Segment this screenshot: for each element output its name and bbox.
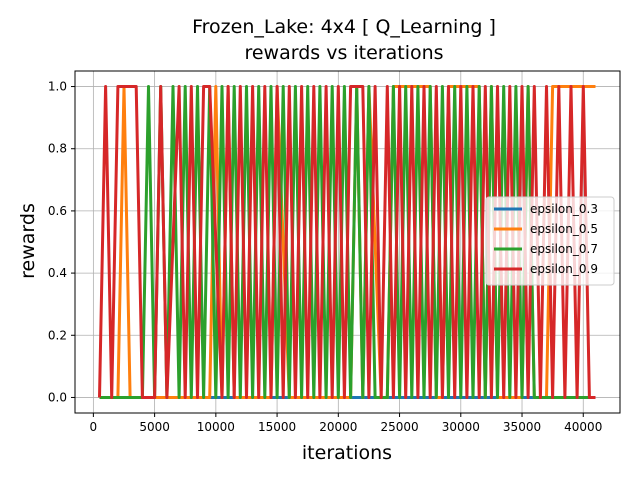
x-tick-label: 10000 [197,420,235,434]
series-lines [98,85,596,399]
x-tick-label: 0 [90,420,98,434]
y-tick-label: 0.4 [48,266,67,280]
legend-box [485,196,615,286]
chart-title-line1: Frozen_Lake: 4x4 [ Q_Learning ] [192,16,496,38]
chart-title-line2: rewards vs iterations [244,42,443,64]
y-tick-label: 0.6 [48,204,67,218]
x-tick-label: 15000 [258,420,296,434]
axis-ticks: 0 5000 10000 15000 20000 25000 30000 35000 40000… [48,80,602,434]
y-tick-label: 0.2 [48,328,67,342]
x-tick-label: 35000 [503,420,541,434]
y-tick-label: 0.0 [48,390,67,404]
plot-frame [74,70,621,414]
legend-epsilon-0-9-label: epsilon_0.9 [530,262,598,276]
legend: epsilon_0.3 epsilon_0.5 epsilon_0.7epsilon… [485,196,615,286]
legend-epsilon-0-7-label: epsilon_0.7 [530,242,598,256]
series-epsilon-0-9-line [98,85,596,399]
x-axis-label: iterations [302,442,392,464]
x-tick-label: 20000 [319,420,357,434]
x-tick-label: 5000 [139,420,170,434]
legend-epsilon-0-5-label: epsilon_0.5 [530,222,598,236]
y-tick-label: 1.0 [48,80,67,94]
y-axis-label: rewards [17,203,39,279]
x-tick-label: 30000 [442,420,480,434]
y-tick-label: 0.8 [48,142,67,156]
x-tick-label: 25000 [380,420,418,434]
legend-epsilon-0-3-label: epsilon_0.3 [530,202,598,216]
x-tick-label: 40000 [564,420,602,434]
